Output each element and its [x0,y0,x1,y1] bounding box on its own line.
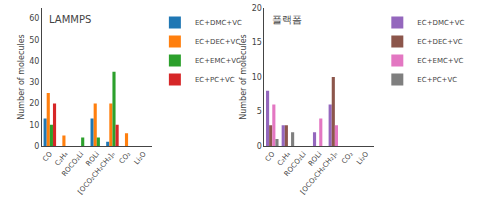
svg-text:40: 40 [29,57,39,66]
svg-text:0: 0 [257,142,262,151]
svg-text:C₂H₄: C₂H₄ [276,150,292,167]
svg-text:CO: CO [264,150,277,163]
svg-text:ROLi: ROLi [84,150,101,168]
svg-text:10: 10 [29,121,39,130]
svg-text:EC+EMC+VC: EC+EMC+VC [195,57,241,65]
svg-text:EC+EMC+VC: EC+EMC+VC [417,57,463,65]
svg-text:EC+PC+VC: EC+PC+VC [195,76,235,84]
svg-text:CO₂: CO₂ [118,150,133,165]
svg-text:Number of molecules: Number of molecules [239,34,248,120]
svg-text:0: 0 [34,142,39,151]
svg-text:15: 15 [252,38,262,47]
svg-text:EC+DEC+VC: EC+DEC+VC [195,38,241,46]
svg-text:CO₂: CO₂ [340,150,355,165]
svg-text:5: 5 [257,107,262,116]
svg-text:[OCO₂CH₂CH₂]ₙ: [OCO₂CH₂CH₂]ₙ [77,150,117,196]
svg-text:30: 30 [29,78,39,87]
svg-text:C₂H₄: C₂H₄ [53,150,69,167]
svg-text:20: 20 [252,4,262,13]
svg-text:EC+DEC+VC: EC+DEC+VC [417,38,463,46]
svg-text:EC+DMC+VC: EC+DMC+VC [195,19,242,27]
svg-text:EC+PC+VC: EC+PC+VC [417,76,457,84]
svg-text:CO: CO [41,150,54,163]
svg-text:10: 10 [252,73,262,82]
svg-text:Li₂O: Li₂O [355,150,371,166]
svg-text:20: 20 [29,99,39,108]
svg-text:Li₂O: Li₂O [133,150,149,166]
svg-text:LAMMPS: LAMMPS [49,14,91,25]
svg-text:Number of molecules: Number of molecules [17,34,26,120]
svg-text:50: 50 [29,36,39,45]
svg-text:ROCO₂Li: ROCO₂Li [283,150,308,178]
svg-text:ROCO₂Li: ROCO₂Li [60,150,85,178]
svg-text:ROLi: ROLi [307,150,324,168]
svg-text:60: 60 [29,14,39,23]
svg-text:플랙폼: 플랙폼 [272,14,302,25]
svg-text:EC+DMC+VC: EC+DMC+VC [417,19,464,27]
svg-text:[OCO₂CH₂CH₂]ₙ: [OCO₂CH₂CH₂]ₙ [299,150,339,196]
